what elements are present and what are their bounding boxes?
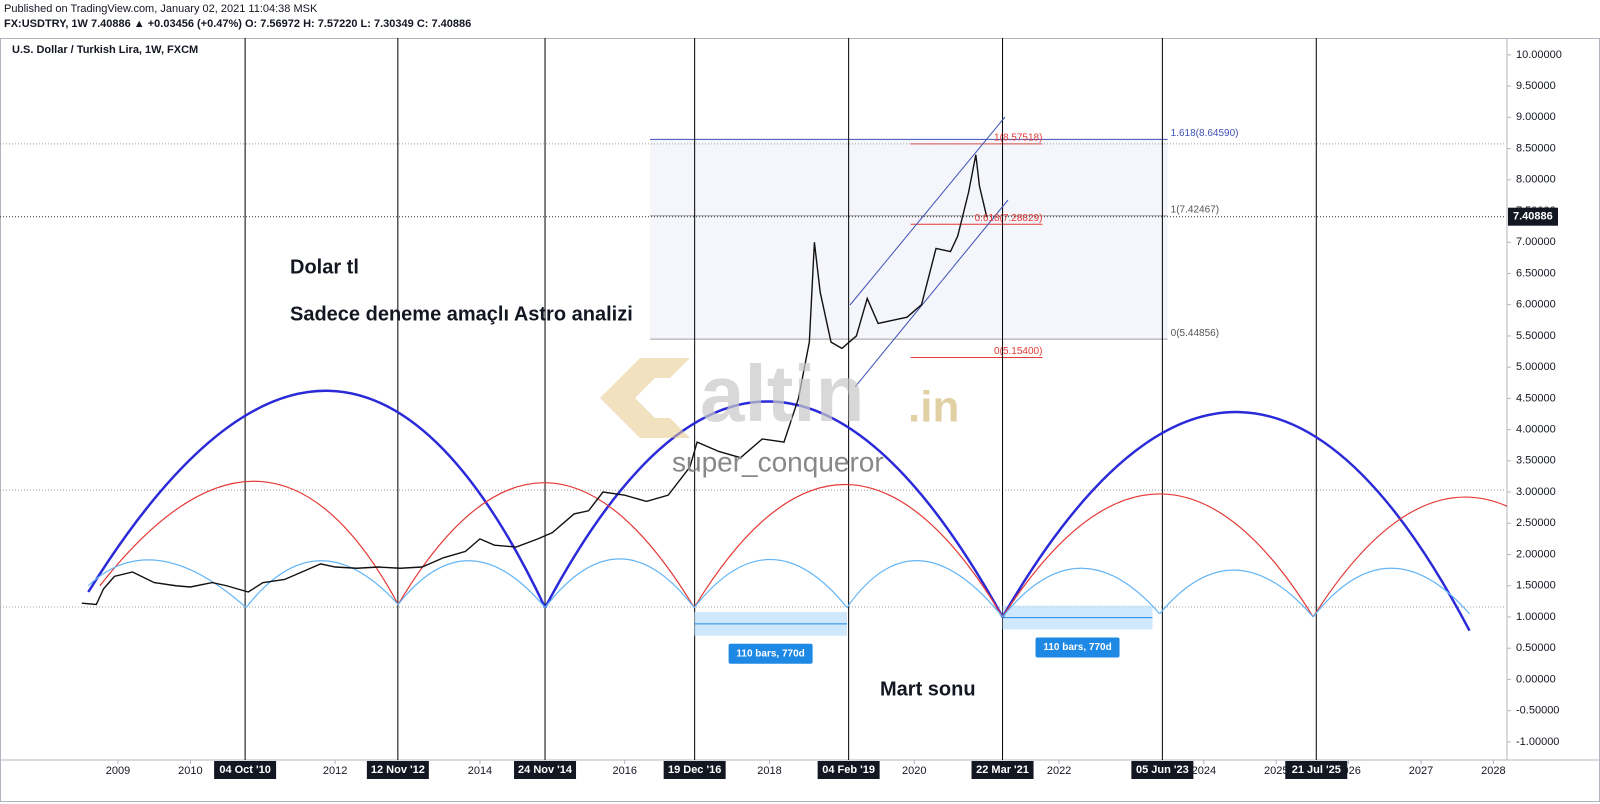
arc — [1002, 493, 1314, 618]
range-label: 110 bars, 770d — [1043, 642, 1111, 653]
fib-label: 0(5.15400) — [994, 346, 1042, 357]
event-label-bg — [817, 761, 880, 779]
event-label-bg — [514, 761, 577, 779]
fib-label: 0.618(7.28829) — [975, 213, 1043, 224]
fib-label: 1(8.57518) — [994, 132, 1042, 143]
channel-line — [854, 199, 1009, 388]
watermark-suffix: .in — [908, 383, 959, 432]
arc — [87, 389, 547, 609]
event-label-bg — [663, 761, 726, 779]
arc — [693, 484, 1004, 618]
event-label: 04 Feb '19 — [822, 764, 875, 776]
x-tick-label: 2020 — [902, 765, 926, 777]
range-label: 110 bars, 770d — [736, 648, 804, 659]
x-tick-label: 2012 — [323, 765, 347, 777]
y-tick-label: 10.00000 — [1516, 49, 1562, 61]
y-tick-label: -1.00000 — [1516, 736, 1559, 748]
x-tick-label: 2028 — [1481, 765, 1505, 777]
chart-title: U.S. Dollar / Turkish Lira, 1W, FXCM — [12, 44, 198, 56]
event-label-bg — [1285, 761, 1348, 779]
event-label-bg — [1131, 761, 1194, 779]
x-tick-label: 2022 — [1047, 765, 1071, 777]
x-tick-label: 2010 — [178, 765, 202, 777]
last-price-bg — [1508, 207, 1558, 226]
x-tick-label: 2018 — [757, 765, 781, 777]
y-tick-label: 9.50000 — [1516, 80, 1556, 92]
event-label-bg — [971, 761, 1034, 779]
range-label-bg — [1035, 637, 1120, 658]
watermark-brand: altin — [700, 349, 864, 438]
x-tick-label: 2025 — [1264, 765, 1288, 777]
y-tick-label: 4.50000 — [1516, 392, 1556, 404]
event-label: 24 Nov '14 — [518, 764, 573, 776]
annotation: Mart sonu — [880, 678, 976, 700]
event-label: 05 Jun '23 — [1136, 764, 1189, 776]
y-tick-label: 0.50000 — [1516, 642, 1556, 654]
y-tick-label: 8.00000 — [1516, 174, 1556, 186]
y-tick-label: 3.00000 — [1516, 486, 1556, 498]
arc — [846, 560, 1004, 618]
y-tick-label: 2.50000 — [1516, 517, 1556, 529]
x-tick-label: 2027 — [1409, 765, 1433, 777]
x-tick-label: 2014 — [468, 765, 492, 777]
y-tick-label: 0.00000 — [1516, 673, 1556, 685]
arc — [87, 559, 247, 609]
arc — [397, 560, 546, 608]
fib-label: 0(5.44856) — [1171, 328, 1219, 339]
watermark-logo — [600, 358, 690, 438]
y-tick-label: 5.00000 — [1516, 361, 1556, 373]
watermark-author: super_conqueror — [672, 446, 884, 477]
x-tick-label: 2024 — [1192, 765, 1216, 777]
fib-zone — [650, 139, 1168, 340]
fib-label: 1.618(8.64590) — [1171, 128, 1239, 139]
y-tick-label: 1.00000 — [1516, 611, 1556, 623]
y-tick-label: 4.00000 — [1516, 424, 1556, 436]
y-tick-label: -0.50000 — [1516, 705, 1559, 717]
event-label: 04 Oct '10 — [219, 764, 271, 776]
y-tick-label: 8.50000 — [1516, 142, 1556, 154]
last-price-label: 7.40886 — [1513, 211, 1553, 223]
x-tick-label: 2016 — [612, 765, 636, 777]
y-tick-label: 1.50000 — [1516, 580, 1556, 592]
y-tick-label: 2.00000 — [1516, 548, 1556, 560]
range-label-bg — [728, 643, 813, 664]
event-label: 21 Jul '25 — [1292, 764, 1341, 776]
event-label: 22 Mar '21 — [976, 764, 1029, 776]
arc — [1001, 410, 1471, 632]
y-tick-label: 6.50000 — [1516, 267, 1556, 279]
published: Published on TradingView.com, January 02… — [4, 3, 318, 15]
quote: FX:USDTRY, 1W 7.40886 ▲ +0.03456 (+0.47%… — [4, 18, 471, 30]
arc — [543, 400, 1004, 618]
arc — [693, 559, 848, 608]
arc — [397, 482, 695, 608]
y-tick-label: 6.00000 — [1516, 299, 1556, 311]
y-tick-label: 5.50000 — [1516, 330, 1556, 342]
arc — [1159, 569, 1314, 618]
y-tick-label: 9.00000 — [1516, 111, 1556, 123]
annotation: Dolar tl — [290, 256, 359, 278]
price-line — [81, 154, 988, 606]
arc — [99, 480, 399, 605]
arc — [1312, 496, 1507, 618]
event-label-bg — [214, 761, 277, 779]
arc — [1312, 567, 1470, 618]
channel-line — [849, 116, 1006, 306]
event-label: 19 Dec '16 — [668, 764, 721, 776]
annotation: Sadece deneme amaçlı Astro analizi — [290, 303, 633, 325]
y-tick-label: 3.50000 — [1516, 455, 1556, 467]
x-tick-label: 2009 — [106, 765, 130, 777]
event-label: 12 Nov '12 — [371, 764, 425, 776]
arc — [1002, 567, 1161, 618]
fib-label: 1(7.42467) — [1171, 204, 1219, 215]
arc — [544, 558, 695, 608]
arc — [245, 560, 399, 608]
event-label-bg — [366, 761, 429, 779]
y-tick-label: 7.00000 — [1516, 236, 1556, 248]
